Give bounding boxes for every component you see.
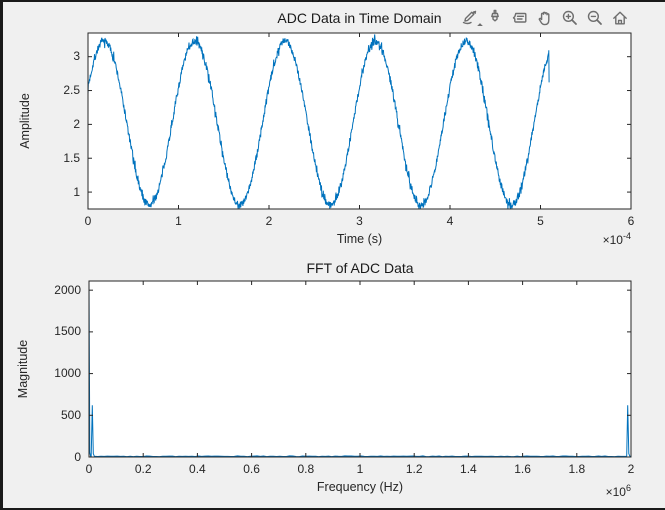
zoom-in-button[interactable] (558, 7, 581, 29)
y-tick-label: 2000 (54, 282, 81, 297)
x-tick-label: 0.8 (297, 462, 315, 476)
fft-plot-title: FFT of ADC Data (306, 260, 414, 276)
y-tick-label: 1.5 (63, 150, 80, 165)
y-tick-label: 3 (73, 49, 80, 64)
zoom-out-icon (587, 10, 602, 25)
x-tick-label: 4 (446, 214, 454, 228)
export-button[interactable] (458, 7, 483, 29)
multiplier-exponent: -4 (622, 231, 631, 241)
x-tick-label: 1.2 (405, 462, 423, 476)
plot-canvas (87, 32, 632, 458)
time-plot-x-multiplier: ×10-4 (571, 231, 631, 247)
zoom-out-button[interactable] (583, 7, 606, 29)
y-tick-label: 0 (74, 449, 81, 464)
multiplier-exponent: 6 (625, 483, 631, 493)
fft-plot-xlabel: Frequency (Hz) (316, 480, 404, 494)
datatips-icon (512, 12, 526, 23)
x-tick-label: 1 (175, 214, 182, 228)
x-tick-label: 0 (84, 214, 92, 228)
axes-toolbar (458, 7, 631, 29)
x-tick-label: 1.4 (460, 462, 477, 476)
fft-plot-x-multiplier: ×106 (576, 483, 631, 499)
y-tick-label: 1 (73, 184, 80, 199)
x-tick-label: 5 (537, 214, 544, 228)
multiplier-base: ×10 (605, 485, 626, 499)
home-button[interactable] (608, 7, 631, 29)
time-plot-area[interactable] (88, 33, 631, 209)
x-tick-label: 2 (265, 214, 273, 228)
x-tick-label: 3 (356, 214, 363, 228)
pan-hand-icon (538, 11, 549, 26)
multiplier-base: ×10 (602, 233, 623, 247)
pan-button[interactable] (533, 7, 556, 29)
y-tick-label: 2.5 (63, 83, 80, 98)
home-icon (612, 11, 627, 25)
x-tick-label: 6 (627, 214, 635, 228)
datatips-button[interactable] (508, 7, 531, 29)
brush-icon (490, 9, 499, 22)
y-tick-label: 2 (73, 116, 80, 131)
x-tick-label: 0 (85, 462, 93, 476)
time-series-line (87, 34, 550, 210)
fft-plot-area[interactable] (89, 281, 631, 457)
zoom-in-icon (562, 10, 577, 25)
time-plot-xlabel: Time (s) (336, 232, 383, 246)
brush-button[interactable] (483, 7, 506, 29)
x-tick-label: 1.8 (568, 462, 586, 476)
y-tick-label: 500 (60, 407, 81, 422)
x-tick-label: 2 (627, 462, 635, 476)
x-tick-label: 1 (356, 462, 364, 476)
time-plot-title: ADC Data in Time Domain (277, 10, 442, 26)
x-tick-label: 0.4 (189, 462, 206, 476)
y-tick-label: 1500 (54, 324, 81, 339)
export-dropdown-caret (477, 23, 483, 29)
y-tick-label: 1000 (54, 366, 81, 381)
x-tick-label: 0.6 (243, 462, 260, 476)
x-tick-label: 1.6 (514, 462, 531, 476)
export-icon (462, 10, 476, 25)
fft-magnitude-line (88, 280, 631, 458)
x-tick-label: 0.2 (134, 462, 152, 476)
